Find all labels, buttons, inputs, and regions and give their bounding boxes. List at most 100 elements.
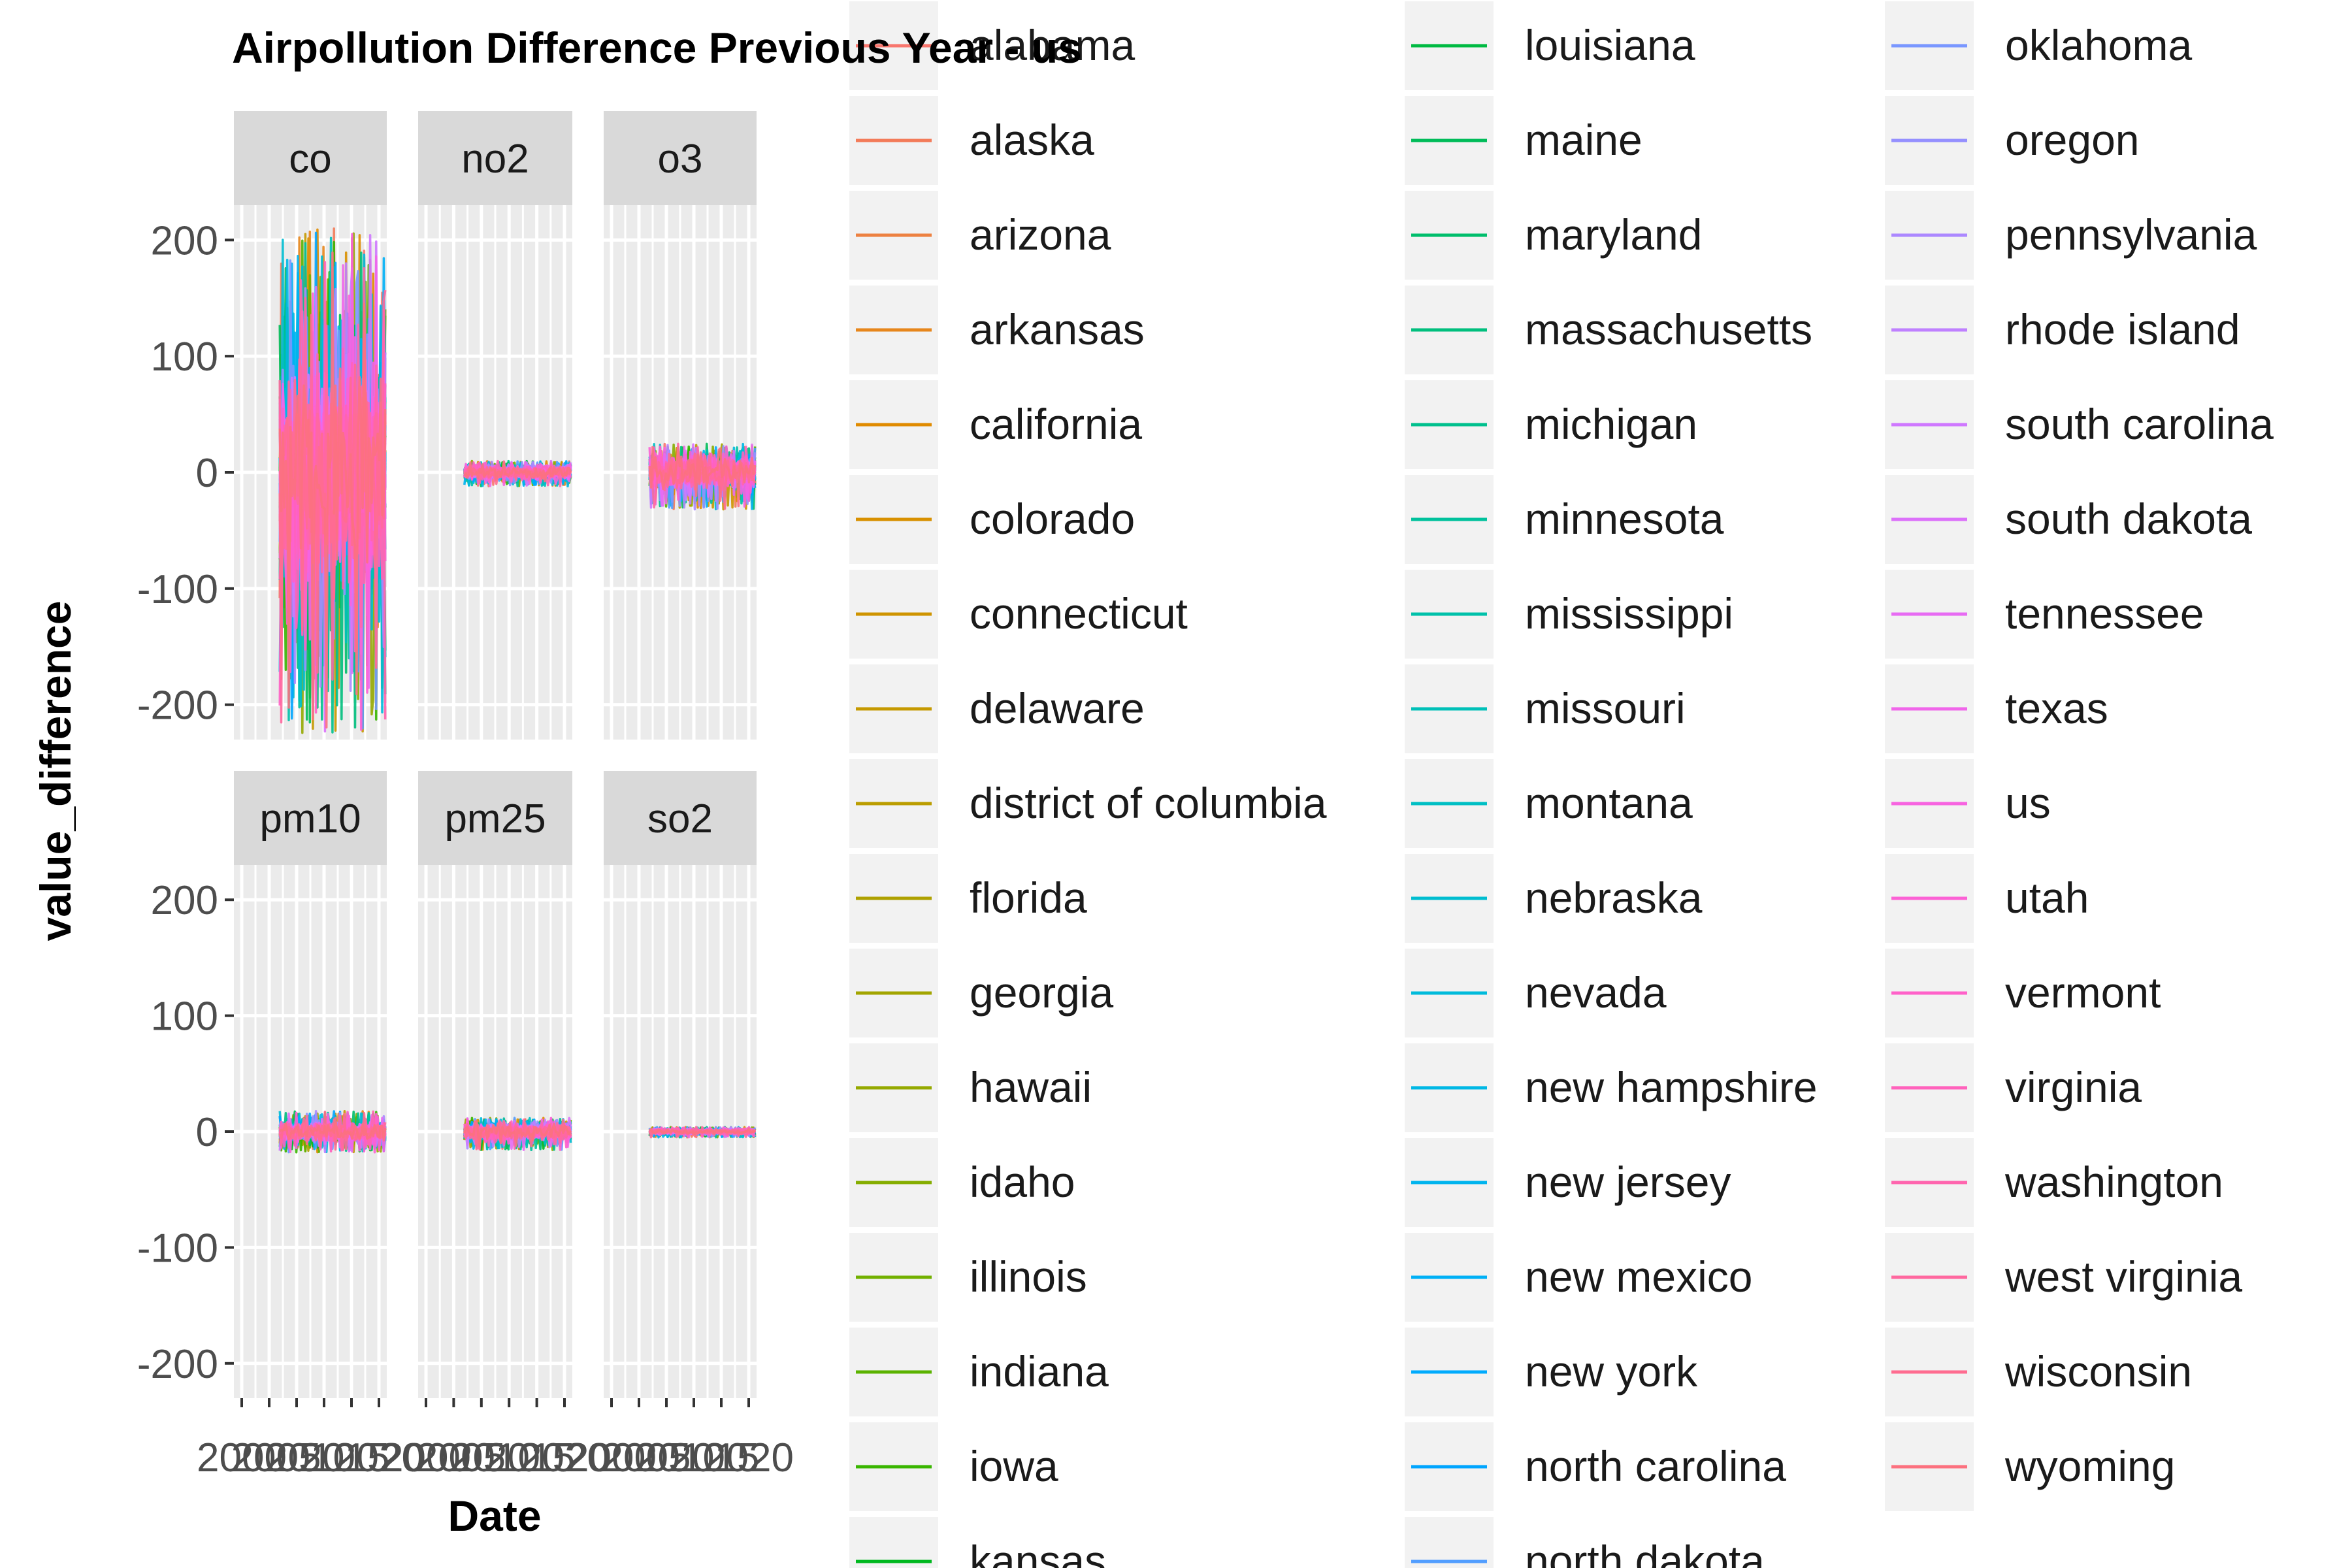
legend-item-new-york: new york	[1405, 1328, 1698, 1416]
y-tick-label: 100	[151, 994, 218, 1039]
legend-item-minnesota: minnesota	[1405, 475, 1724, 564]
legend-label: west virginia	[2004, 1252, 2242, 1301]
y-axis-title: value_difference	[31, 601, 80, 941]
x-tick-label: 2000	[197, 1435, 287, 1480]
legend-item-tennessee: tennessee	[1885, 570, 2204, 659]
legend-label: colorado	[970, 495, 1135, 543]
legend-label: oregon	[2005, 116, 2140, 164]
x-tick-label: 2000	[566, 1435, 657, 1480]
legend-item-north-carolina: north carolina	[1405, 1422, 1786, 1511]
legend-item-connecticut: connecticut	[849, 570, 1188, 659]
facet-co: co -200 -100 0 100 200	[137, 111, 387, 740]
series-line-wyoming	[463, 1120, 572, 1148]
legend-label: washington	[2004, 1158, 2223, 1206]
x-tick-label: 2020	[334, 1435, 424, 1480]
y-tick-label: 0	[196, 1110, 218, 1155]
plot-layer: co -200 -100 0 100 200 no2 o3 pm10 -200 -100 0 100 20…	[137, 111, 794, 1480]
facet-strip	[418, 771, 572, 865]
legend-label: mississippi	[1525, 589, 1733, 638]
legend-label: maryland	[1525, 210, 1702, 259]
legend-item-nevada: nevada	[1405, 949, 1667, 1037]
legend-label: massachusetts	[1525, 305, 1812, 353]
legend-label: georgia	[970, 968, 1113, 1017]
legend-label: missouri	[1525, 684, 1686, 732]
legend-label: tennessee	[2005, 589, 2204, 638]
legend-item-iowa: iowa	[849, 1422, 1058, 1511]
legend-item-maryland: maryland	[1405, 191, 1702, 280]
legend: alabama alaska arizona arkansas california co…	[849, 1, 2274, 1568]
legend-item-new-mexico: new mexico	[1405, 1233, 1752, 1322]
legend-item-wisconsin: wisconsin	[1885, 1328, 2192, 1416]
legend-item-arizona: arizona	[849, 191, 1111, 280]
legend-label: indiana	[970, 1347, 1109, 1396]
y-tick-label: 100	[151, 335, 218, 380]
facet-so2: so2	[604, 771, 757, 1407]
legend-label: connecticut	[970, 589, 1188, 638]
x-tick-label: 2015	[300, 1435, 390, 1480]
legend-item-mississippi: mississippi	[1405, 570, 1733, 659]
legend-label: delaware	[970, 684, 1145, 732]
x-tick-label: 2005	[601, 1435, 691, 1480]
legend-label: maine	[1525, 116, 1642, 164]
legend-item-texas: texas	[1885, 664, 2108, 753]
y-tick-label: -100	[137, 567, 218, 612]
legend-item-arkansas: arkansas	[849, 286, 1145, 374]
legend-item-kansas: kansas	[849, 1517, 1106, 1568]
legend-label: new hampshire	[1525, 1063, 1818, 1111]
legend-item-michigan: michigan	[1405, 380, 1697, 469]
series-line-wyoming	[463, 461, 572, 483]
x-tick-labels: 2000200520102015202020002005201020152020…	[197, 1435, 794, 1480]
facet-pm25: pm25	[418, 771, 572, 1407]
x-tick-label: 2005	[416, 1435, 506, 1480]
legend-label: south carolina	[2005, 400, 2274, 448]
chart-title: Airpollution Difference Previous Year - …	[232, 24, 1082, 72]
legend-item-vermont: vermont	[1885, 949, 2161, 1037]
legend-item-north-dakota: north dakota	[1405, 1517, 1765, 1568]
legend-item-oregon: oregon	[1885, 96, 2140, 185]
legend-label: new york	[1525, 1347, 1698, 1396]
x-tick-label: 2000	[381, 1435, 471, 1480]
legend-label: south dakota	[2005, 495, 2252, 543]
legend-label: michigan	[1525, 400, 1697, 448]
legend-label: vermont	[2005, 968, 2161, 1017]
legend-label: virginia	[2005, 1063, 2142, 1111]
x-tick-label: 2010	[635, 1435, 725, 1480]
legend-item-alabama: alabama	[849, 1, 1135, 90]
legend-item-rhode-island: rhode island	[1885, 286, 2240, 374]
legend-item-hawaii: hawaii	[849, 1043, 1092, 1132]
legend-label: kansas	[970, 1537, 1106, 1568]
legend-label: pennsylvania	[2005, 210, 2257, 259]
series-line-wisconsin	[278, 363, 387, 681]
legend-label: hawaii	[970, 1063, 1092, 1111]
x-tick-label: 2015	[485, 1435, 575, 1480]
legend-item-oklahoma: oklahoma	[1885, 1, 2192, 90]
legend-item-delaware: delaware	[849, 664, 1145, 753]
legend-label: alabama	[970, 21, 1135, 69]
legend-item-wyoming: wyoming	[1885, 1422, 2175, 1511]
facet-label: o3	[658, 137, 703, 182]
legend-label: wisconsin	[2004, 1347, 2192, 1396]
legend-item-massachusetts: massachusetts	[1405, 286, 1812, 374]
legend-key-background	[849, 1517, 938, 1568]
legend-label: illinois	[970, 1252, 1087, 1301]
legend-label: new mexico	[1525, 1252, 1752, 1301]
legend-label: arkansas	[970, 305, 1145, 353]
legend-item-utah: utah	[1885, 854, 2089, 943]
legend-item-colorado: colorado	[849, 475, 1135, 564]
series-line-wyoming	[648, 446, 757, 508]
legend-item-california: california	[849, 380, 1142, 469]
facet-strip	[234, 111, 387, 205]
legend-label: minnesota	[1525, 495, 1724, 543]
legend-item-south-dakota: south dakota	[1885, 475, 2252, 564]
x-tick-label: 2010	[265, 1435, 355, 1480]
series-line-wyoming	[278, 1117, 387, 1142]
legend-item-south-carolina: south carolina	[1885, 380, 2274, 469]
y-tick-label: 200	[151, 878, 218, 923]
legend-label: new jersey	[1525, 1158, 1731, 1206]
x-tick-label: 2005	[231, 1435, 321, 1480]
x-axis-title: Date	[448, 1492, 541, 1540]
legend-item-missouri: missouri	[1405, 664, 1686, 753]
legend-item-idaho: idaho	[849, 1138, 1075, 1227]
legend-label: north carolina	[1525, 1442, 1786, 1490]
legend-label: texas	[2005, 684, 2108, 732]
